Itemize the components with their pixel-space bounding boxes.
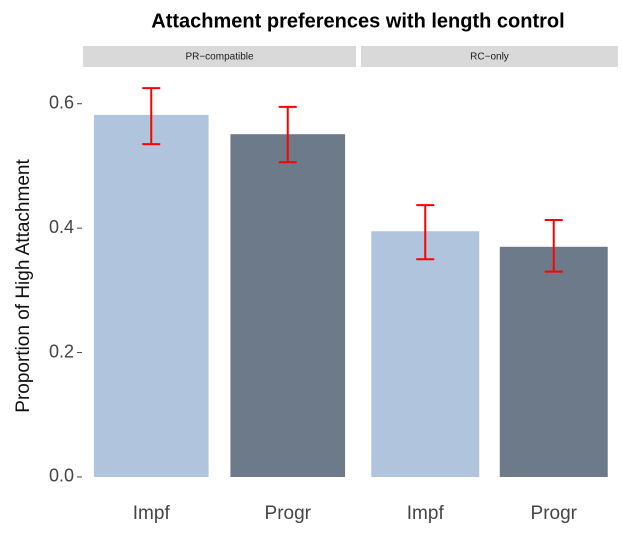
bar <box>371 231 480 477</box>
facet-label: RC−only <box>470 52 509 63</box>
facet-strip <box>83 46 356 67</box>
x-tick-label: Progr <box>265 503 312 524</box>
y-tick-label: 0.4 <box>49 217 74 237</box>
x-tick-label: Impf <box>407 503 445 524</box>
bar <box>499 246 608 477</box>
bar <box>93 114 209 477</box>
x-tick-label: Progr <box>531 503 578 524</box>
y-tick-label: 0.0 <box>49 466 74 486</box>
facet-label: PR−compatible <box>185 52 254 63</box>
bar <box>230 134 346 477</box>
y-axis-label: Proportion of High Attachment <box>13 159 34 413</box>
y-tick-label: 0.2 <box>49 341 74 361</box>
chart-title: Attachment preferences with length contr… <box>151 10 564 32</box>
y-tick-label: 0.6 <box>49 92 74 112</box>
x-tick-label: Impf <box>133 503 171 524</box>
facet-strip <box>361 46 618 67</box>
